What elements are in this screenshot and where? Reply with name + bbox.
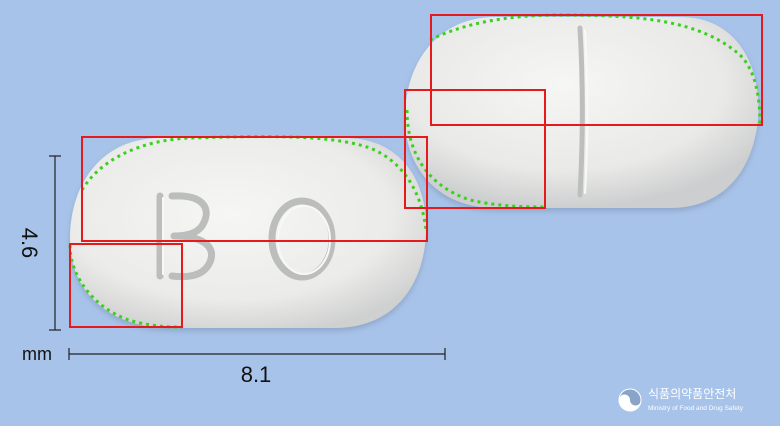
annotation-boxes [69, 14, 763, 328]
tablet-score-line [577, 25, 585, 198]
box-back-left [404, 89, 546, 209]
ministry-name-korean: 식품의약품안전처 [648, 386, 736, 401]
contour-back-left [405, 109, 546, 209]
ministry-name-english: Ministry of Food and Drug Safety [648, 405, 744, 412]
width-dimension [68, 348, 446, 360]
contour-back-top [429, 13, 762, 126]
imprint-letter-b [156, 192, 215, 281]
box-front-top [81, 136, 428, 242]
tablet-front-imprinted [70, 138, 427, 328]
tablet-back-scored [405, 17, 759, 208]
unit-label: mm [22, 344, 52, 364]
tablet-front-body [70, 138, 427, 328]
height-dimension [49, 155, 61, 331]
height-value: 4.6 [17, 228, 42, 259]
box-back-top [430, 14, 763, 126]
width-value: 8.1 [241, 362, 272, 387]
ministry-logo: 식품의약품안전처 Ministry of Food and Drug Safet… [618, 386, 744, 412]
ministry-emblem-icon [618, 388, 642, 412]
box-front-left [69, 243, 183, 328]
